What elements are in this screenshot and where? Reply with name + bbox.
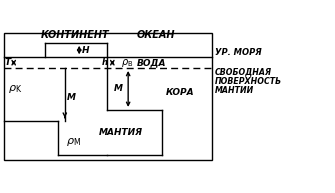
Text: $\rho_{\rm K}$: $\rho_{\rm K}$ — [8, 83, 22, 95]
Text: ВОДА: ВОДА — [137, 58, 166, 67]
Text: T: T — [5, 58, 11, 67]
Text: МАНТИЯ: МАНТИЯ — [98, 128, 143, 137]
Text: h: h — [101, 58, 107, 67]
Text: $\rho_{\rm B}$: $\rho_{\rm B}$ — [121, 57, 133, 69]
Text: КОРА: КОРА — [165, 88, 194, 97]
Text: ОКЕАН: ОКЕАН — [137, 30, 175, 40]
Text: H: H — [82, 46, 89, 55]
Text: M: M — [67, 93, 76, 102]
Text: СВОБОДНАЯ
ПОВЕРХНОСТЬ
МАНТИИ: СВОБОДНАЯ ПОВЕРХНОСТЬ МАНТИИ — [214, 67, 282, 95]
Text: $\rho_{\rm M}$: $\rho_{\rm M}$ — [66, 135, 81, 147]
Bar — [4, 33, 212, 160]
Text: КОНТИНЕНТ: КОНТИНЕНТ — [41, 30, 110, 40]
Text: M: M — [114, 85, 122, 93]
Text: УР. МОРЯ: УР. МОРЯ — [214, 47, 261, 57]
